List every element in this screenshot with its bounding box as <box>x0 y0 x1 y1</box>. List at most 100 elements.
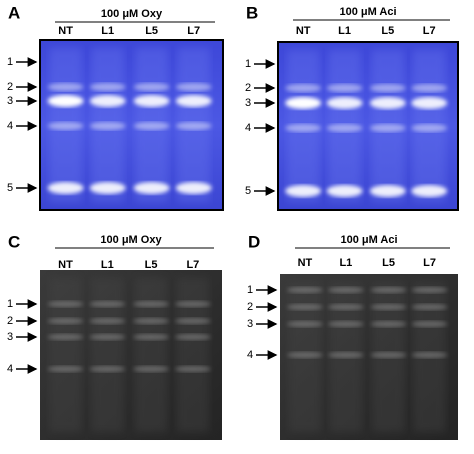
lane-label: L7 <box>423 25 436 37</box>
band <box>89 318 126 324</box>
marker-label: 3 <box>7 331 13 343</box>
panel: B 100 μM Aci NT L1 L5 L7 1 2 3 4 5 <box>245 3 459 211</box>
band <box>133 182 170 194</box>
band <box>411 97 448 109</box>
panel: C 100 μM Oxy NT L1 L5 L7 1 2 3 4 <box>7 232 222 440</box>
marker-label: 5 <box>245 185 251 197</box>
marker-label: 2 <box>7 81 13 93</box>
marker-label: 3 <box>7 95 13 107</box>
band <box>411 352 448 358</box>
band <box>133 122 170 130</box>
band <box>369 84 406 92</box>
lane-label: L5 <box>145 25 158 37</box>
band <box>369 97 406 109</box>
band <box>411 185 448 197</box>
band <box>285 185 322 197</box>
lane-label: L5 <box>145 259 158 271</box>
marker-label: 1 <box>7 56 13 68</box>
band <box>411 321 448 327</box>
panel-letter: D <box>248 232 260 251</box>
lane-label: L7 <box>423 257 436 269</box>
marker-label: 4 <box>7 363 13 375</box>
band <box>47 182 84 194</box>
band <box>326 97 363 109</box>
band <box>174 366 211 372</box>
treatment-title: 100 μM Aci <box>339 6 396 18</box>
panel-letter: C <box>8 232 20 251</box>
band <box>411 304 448 310</box>
treatment-title: 100 μM Oxy <box>100 234 162 246</box>
band <box>327 287 364 293</box>
band <box>89 366 126 372</box>
panel: D 100 μM Aci NT L1 L5 L7 1 2 3 4 <box>247 232 458 440</box>
band <box>89 334 126 340</box>
band <box>133 95 170 107</box>
panel-letter: A <box>8 3 20 22</box>
band <box>89 95 126 107</box>
panel-letter: B <box>246 3 258 22</box>
lane-label: L1 <box>101 25 114 37</box>
band <box>175 182 212 194</box>
band <box>327 352 364 358</box>
marker-label: 3 <box>247 318 253 330</box>
band <box>370 352 407 358</box>
band <box>175 122 212 130</box>
band <box>47 318 84 324</box>
band <box>327 304 364 310</box>
band <box>175 95 212 107</box>
marker-label: 1 <box>247 284 253 296</box>
lane-label: NT <box>58 25 73 37</box>
marker-label: 2 <box>245 82 251 94</box>
lane-label: L7 <box>186 259 199 271</box>
lane-label: NT <box>298 257 313 269</box>
band <box>133 366 170 372</box>
treatment-title: 100 μM Oxy <box>101 8 163 20</box>
band <box>89 182 126 194</box>
band <box>369 185 406 197</box>
band <box>326 84 363 92</box>
band <box>370 287 407 293</box>
band <box>89 122 126 130</box>
band <box>89 301 126 307</box>
band <box>133 334 170 340</box>
lane-label: L1 <box>338 25 351 37</box>
treatment-title: 100 μM Aci <box>340 234 397 246</box>
band <box>47 366 84 372</box>
lane-label: L7 <box>187 25 200 37</box>
lane-label: L5 <box>382 257 395 269</box>
band <box>411 287 448 293</box>
lane-label: L5 <box>381 25 394 37</box>
panel: A 100 μM Oxy NT L1 L5 L7 1 2 3 4 5 <box>7 3 224 211</box>
lane-label: L1 <box>101 259 114 271</box>
band <box>370 304 407 310</box>
band <box>285 84 322 92</box>
band <box>285 124 322 132</box>
band <box>369 124 406 132</box>
marker-label: 1 <box>7 298 13 310</box>
lane-label: NT <box>58 259 73 271</box>
marker-label: 4 <box>7 120 13 132</box>
band <box>133 83 170 91</box>
band <box>47 301 84 307</box>
band <box>286 352 323 358</box>
band <box>285 97 322 109</box>
lane-label: L1 <box>339 257 352 269</box>
band <box>133 318 170 324</box>
band <box>47 83 84 91</box>
lane-label: NT <box>296 25 311 37</box>
marker-label: 2 <box>247 301 253 313</box>
band <box>286 304 323 310</box>
marker-label: 1 <box>245 58 251 70</box>
marker-label: 2 <box>7 315 13 327</box>
band <box>411 124 448 132</box>
band <box>370 321 407 327</box>
band <box>174 334 211 340</box>
band <box>47 334 84 340</box>
band <box>174 318 211 324</box>
marker-label: 5 <box>7 182 13 194</box>
band <box>327 321 364 327</box>
band <box>286 321 323 327</box>
marker-label: 4 <box>245 122 251 134</box>
band <box>411 84 448 92</box>
